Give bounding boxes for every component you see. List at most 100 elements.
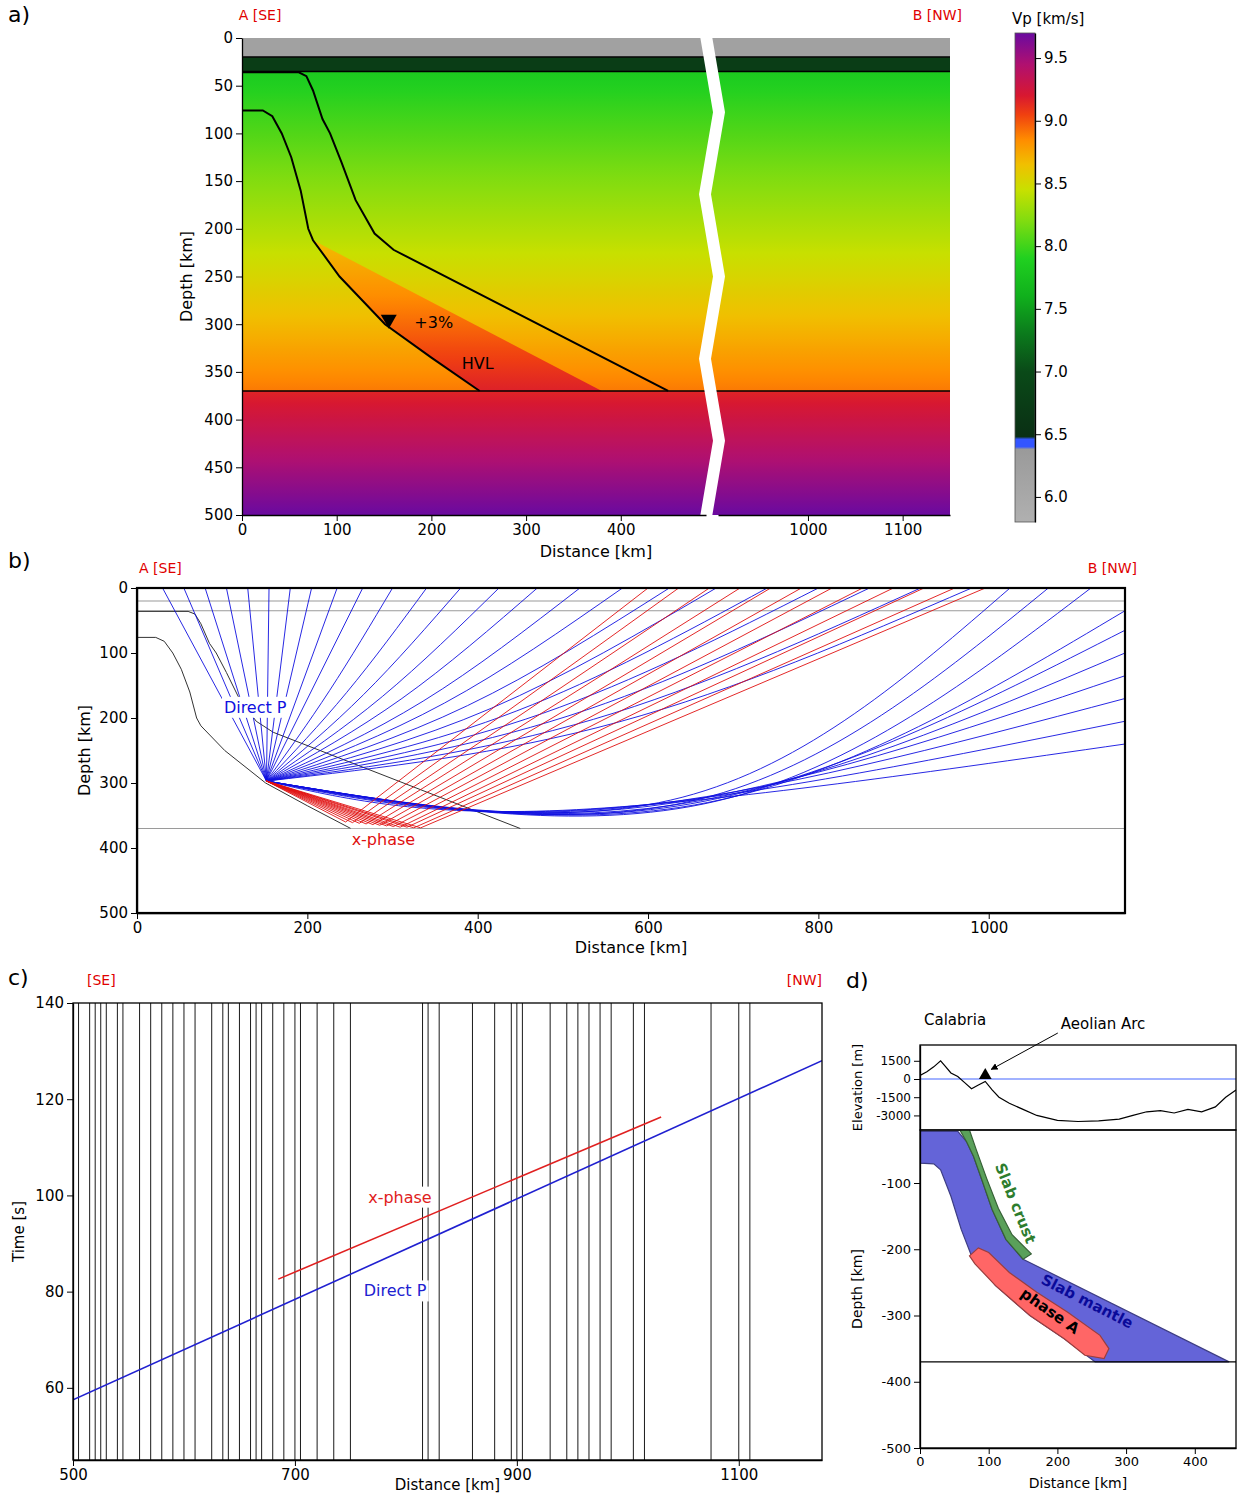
ray-path xyxy=(184,588,267,781)
tick: 200 xyxy=(418,515,447,539)
tick: 800 xyxy=(805,913,834,937)
axis: 0100200300400 xyxy=(916,1448,1236,1469)
section-end-label: [SE] xyxy=(87,972,116,988)
seismogram-trace xyxy=(172,1003,173,1460)
axis: 0100200300400500 xyxy=(99,579,137,922)
phase-pick xyxy=(278,1117,661,1279)
axis-title: Depth [km] xyxy=(177,231,196,322)
tick-label: 150 xyxy=(204,172,233,190)
tick-label: 300 xyxy=(99,774,128,792)
tick: -200 xyxy=(881,1242,920,1257)
ray-path xyxy=(266,588,426,781)
annotation: +3% xyxy=(414,313,453,332)
tick-label: 350 xyxy=(204,363,233,381)
tick-label: 300 xyxy=(1114,1454,1139,1469)
seismogram-trace xyxy=(611,1003,612,1460)
phase-label: x-phase xyxy=(352,830,416,849)
axis-break xyxy=(699,30,725,523)
axis: -3000-150001500 xyxy=(876,1046,920,1131)
seismogram-trace xyxy=(317,1003,318,1460)
tick: 0 xyxy=(118,579,137,597)
section-end-label: B [NW] xyxy=(913,7,962,23)
axis: 0100200300400 xyxy=(238,515,707,539)
tick-label: 8.5 xyxy=(1044,175,1068,193)
tick-label: 6.0 xyxy=(1044,488,1068,506)
panel-label: b) xyxy=(8,548,31,573)
unit-label: phase A xyxy=(1017,1284,1083,1338)
tick-mark xyxy=(236,515,242,516)
seismogram-trace xyxy=(95,1003,96,1460)
tick-mark xyxy=(1035,309,1041,310)
tick-label: 100 xyxy=(323,521,352,539)
tick-mark xyxy=(131,783,137,784)
tick: 9.0 xyxy=(1035,112,1068,130)
tick-label: 1500 xyxy=(880,1054,911,1068)
ray-path xyxy=(266,588,767,781)
axis: 10001100 xyxy=(719,515,951,539)
tick-mark xyxy=(1035,497,1041,498)
tick: 150 xyxy=(204,172,242,190)
plot-frame xyxy=(137,588,1125,913)
tick: 50 xyxy=(214,77,242,95)
ray-path xyxy=(266,588,579,781)
tick: -300 xyxy=(881,1308,920,1323)
tick-mark xyxy=(236,372,242,373)
discontinuity-line xyxy=(920,1361,1236,1362)
tick-mark xyxy=(989,1448,990,1454)
ray-path xyxy=(266,588,832,826)
annotation: Aeolian Arc xyxy=(1061,1015,1146,1033)
ray-path xyxy=(248,588,267,781)
ray-path xyxy=(266,588,770,825)
ray-path xyxy=(266,588,985,828)
seismogram-trace xyxy=(283,1003,284,1460)
tick-mark xyxy=(914,1097,920,1098)
tick-mark xyxy=(131,653,137,654)
tick-label: 6.5 xyxy=(1044,426,1068,444)
tick: 200 xyxy=(204,220,242,238)
hvl-region xyxy=(313,240,602,391)
ray-path xyxy=(266,653,1125,814)
ray-path xyxy=(266,588,337,781)
axis-title: Time [s] xyxy=(10,1201,28,1263)
tick-label: 0 xyxy=(118,579,128,597)
label-background xyxy=(362,1280,429,1301)
tick: 100 xyxy=(977,1448,1002,1469)
seismogram-trace xyxy=(511,1003,512,1460)
elevation-profile xyxy=(920,1061,1236,1122)
tick-mark xyxy=(236,229,242,230)
tick: 6.5 xyxy=(1035,426,1068,444)
tick-label: -3000 xyxy=(876,1109,911,1123)
axis-title: Distance [km] xyxy=(540,542,652,561)
tick-mark xyxy=(236,420,242,421)
tick-label: 400 xyxy=(464,919,493,937)
tick-label: 400 xyxy=(1183,1454,1208,1469)
tick: -3000 xyxy=(876,1109,920,1123)
tick: 300 xyxy=(512,515,541,539)
tick-mark xyxy=(1035,372,1041,373)
seismogram-trace xyxy=(350,1003,351,1460)
section-end-label: [NW] xyxy=(787,972,822,988)
ray-path xyxy=(266,588,709,823)
tick: 300 xyxy=(1114,1448,1139,1469)
ray-path xyxy=(266,588,648,822)
seismogram-trace xyxy=(239,1003,240,1460)
colorbar xyxy=(1015,33,1035,522)
tick-label: 9.5 xyxy=(1044,49,1068,67)
plot-area xyxy=(920,1061,1236,1122)
tick: -400 xyxy=(881,1374,920,1389)
velocity-layer xyxy=(242,57,950,71)
tick-mark xyxy=(914,1079,920,1080)
tick-label: -300 xyxy=(881,1308,911,1323)
tick-label: 200 xyxy=(1045,1454,1070,1469)
seismogram-trace xyxy=(78,1003,79,1460)
tick-label: 900 xyxy=(503,1466,532,1484)
tick-label: 1100 xyxy=(720,1466,758,1484)
sea-level-line xyxy=(920,1078,1236,1079)
tick-mark xyxy=(236,86,242,87)
tick: 7.0 xyxy=(1035,363,1068,381)
tick-label: 7.5 xyxy=(1044,300,1068,318)
seismogram-trace xyxy=(588,1003,589,1460)
tick-label: -400 xyxy=(881,1374,911,1389)
tick: 80 xyxy=(45,1283,73,1301)
seismogram-trace xyxy=(294,1003,295,1460)
